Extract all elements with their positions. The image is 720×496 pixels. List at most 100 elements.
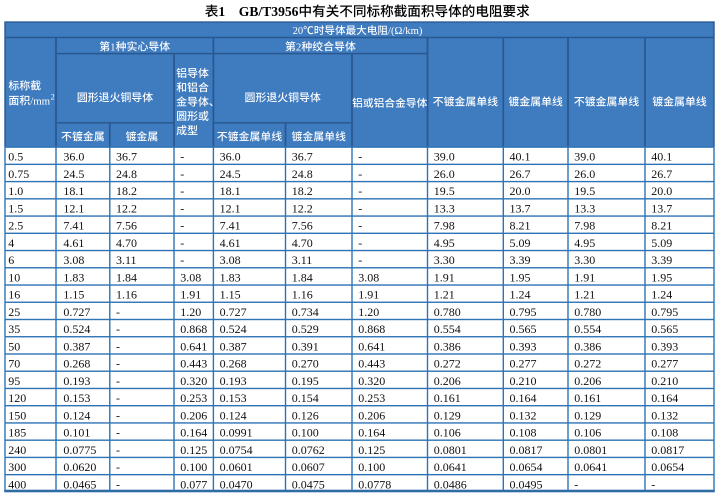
- svg-text:-: -: [180, 184, 184, 198]
- svg-text:7.56: 7.56: [292, 219, 313, 233]
- svg-text:24.8: 24.8: [116, 167, 137, 181]
- svg-text:35: 35: [8, 322, 20, 336]
- svg-text:185: 185: [8, 426, 26, 440]
- svg-text:-: -: [358, 219, 362, 233]
- svg-text:0.164: 0.164: [510, 391, 537, 405]
- svg-text:0.206: 0.206: [574, 374, 601, 388]
- svg-text:150: 150: [8, 408, 26, 422]
- svg-text:0.153: 0.153: [220, 391, 247, 405]
- svg-text:0.554: 0.554: [434, 322, 461, 336]
- svg-text:0.0620: 0.0620: [63, 460, 96, 474]
- svg-text:1.84: 1.84: [116, 270, 137, 284]
- svg-text:-: -: [358, 150, 362, 164]
- svg-text:5.09: 5.09: [651, 236, 672, 250]
- svg-text:-: -: [180, 253, 184, 267]
- svg-text:0.0475: 0.0475: [292, 477, 325, 491]
- svg-text:0.393: 0.393: [510, 339, 537, 353]
- svg-text:13.7: 13.7: [510, 201, 531, 215]
- svg-text:1.20: 1.20: [358, 305, 379, 319]
- svg-text:0.727: 0.727: [63, 305, 90, 319]
- svg-text:0.164: 0.164: [651, 391, 678, 405]
- svg-text:0.0470: 0.0470: [220, 477, 253, 491]
- svg-text:0.077: 0.077: [180, 477, 207, 491]
- svg-text:0.164: 0.164: [180, 426, 207, 440]
- svg-text:-: -: [180, 150, 184, 164]
- svg-text:20.0: 20.0: [510, 184, 531, 198]
- svg-text:0.0762: 0.0762: [292, 443, 325, 457]
- svg-text:19.5: 19.5: [434, 184, 455, 198]
- svg-text:0.124: 0.124: [220, 408, 247, 422]
- svg-text:3.30: 3.30: [574, 253, 595, 267]
- svg-text:1.0: 1.0: [8, 184, 23, 198]
- svg-text:0.0801: 0.0801: [434, 443, 467, 457]
- svg-text:26.7: 26.7: [651, 167, 672, 181]
- svg-text:18.2: 18.2: [292, 184, 313, 198]
- svg-text:18.1: 18.1: [63, 184, 84, 198]
- svg-text:-: -: [358, 167, 362, 181]
- svg-text:0.795: 0.795: [651, 305, 678, 319]
- svg-text:1.15: 1.15: [220, 288, 241, 302]
- svg-text:12.1: 12.1: [63, 201, 84, 215]
- svg-text:0.5: 0.5: [8, 150, 23, 164]
- svg-text:0.0801: 0.0801: [574, 443, 607, 457]
- svg-text:0.0817: 0.0817: [651, 443, 684, 457]
- svg-text:0.75: 0.75: [8, 167, 29, 181]
- svg-text:4.61: 4.61: [63, 236, 84, 250]
- svg-text:-: -: [180, 236, 184, 250]
- svg-text:0.210: 0.210: [510, 374, 537, 388]
- svg-text:0.125: 0.125: [358, 443, 385, 457]
- svg-text:0.132: 0.132: [510, 408, 537, 422]
- svg-text:-: -: [180, 167, 184, 181]
- svg-text:-: -: [116, 391, 120, 405]
- svg-text:4.61: 4.61: [220, 236, 241, 250]
- svg-text:0.153: 0.153: [63, 391, 90, 405]
- svg-text:12.2: 12.2: [116, 201, 137, 215]
- svg-text:0.0607: 0.0607: [292, 460, 325, 474]
- svg-text:0.393: 0.393: [651, 339, 678, 353]
- svg-text:0.641: 0.641: [358, 339, 385, 353]
- svg-text:36.0: 36.0: [220, 150, 241, 164]
- svg-text:-: -: [358, 236, 362, 250]
- svg-text:0.161: 0.161: [434, 391, 461, 405]
- svg-text:0.529: 0.529: [292, 322, 319, 336]
- svg-text:0.277: 0.277: [510, 357, 537, 371]
- svg-text:/mm: /mm: [30, 95, 50, 107]
- svg-text:0.206: 0.206: [434, 374, 461, 388]
- svg-text:8.21: 8.21: [651, 219, 672, 233]
- svg-text:-: -: [116, 443, 120, 457]
- svg-text:0.780: 0.780: [574, 305, 601, 319]
- svg-text:1.20: 1.20: [180, 305, 201, 319]
- svg-text:3.30: 3.30: [434, 253, 455, 267]
- svg-text:26.0: 26.0: [574, 167, 595, 181]
- svg-text:0.129: 0.129: [434, 408, 461, 422]
- svg-text:7.98: 7.98: [434, 219, 455, 233]
- svg-text:1.16: 1.16: [116, 288, 137, 302]
- svg-text:-: -: [180, 201, 184, 215]
- svg-text:-: -: [358, 253, 362, 267]
- svg-text:0.320: 0.320: [180, 374, 207, 388]
- svg-text:0.391: 0.391: [292, 339, 319, 353]
- svg-text:0.101: 0.101: [63, 426, 90, 440]
- svg-text:1.21: 1.21: [574, 288, 595, 302]
- svg-text:-: -: [116, 460, 120, 474]
- svg-text:0.443: 0.443: [358, 357, 385, 371]
- svg-text:20.0: 20.0: [651, 184, 672, 198]
- svg-text:1.21: 1.21: [434, 288, 455, 302]
- svg-text:0.0654: 0.0654: [510, 460, 543, 474]
- svg-text:0.272: 0.272: [574, 357, 601, 371]
- svg-text:0.100: 0.100: [180, 460, 207, 474]
- svg-text:0.125: 0.125: [180, 443, 207, 457]
- svg-text:0.161: 0.161: [574, 391, 601, 405]
- svg-text:2: 2: [51, 93, 55, 102]
- svg-text:1.83: 1.83: [220, 270, 241, 284]
- svg-text:3.08: 3.08: [220, 253, 241, 267]
- svg-text:0.100: 0.100: [292, 426, 319, 440]
- svg-text:39.0: 39.0: [434, 150, 455, 164]
- svg-text:0.387: 0.387: [220, 339, 247, 353]
- svg-text:0.0991: 0.0991: [220, 426, 253, 440]
- svg-text:0.126: 0.126: [292, 408, 319, 422]
- svg-text:0.124: 0.124: [63, 408, 90, 422]
- svg-text:24.5: 24.5: [63, 167, 84, 181]
- svg-text:0.524: 0.524: [63, 322, 90, 336]
- svg-text:1.91: 1.91: [180, 288, 201, 302]
